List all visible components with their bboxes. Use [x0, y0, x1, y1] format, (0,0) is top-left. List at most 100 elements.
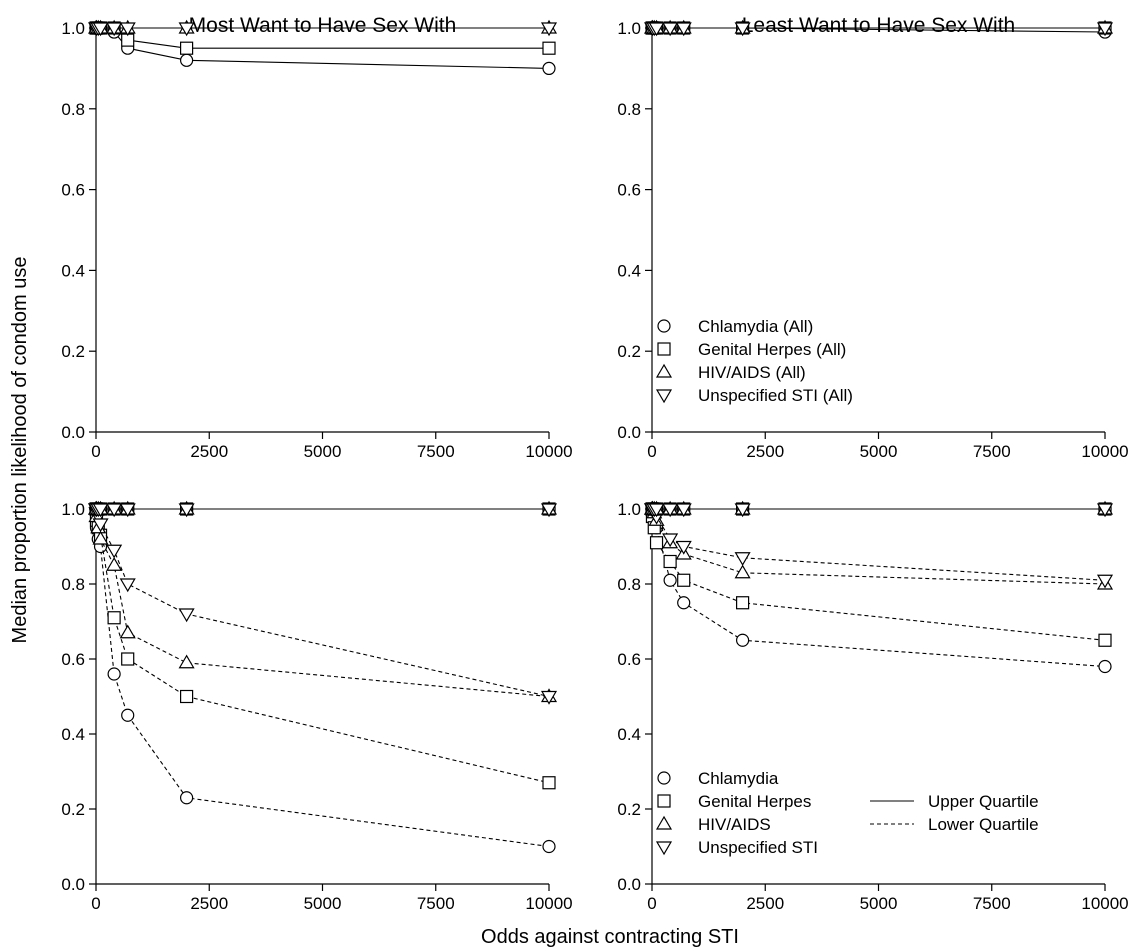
- y-tick-label: 0.4: [617, 261, 641, 280]
- data-point: [1096, 22, 1114, 37]
- data-point: [119, 503, 136, 518]
- data-point: [121, 652, 135, 666]
- data-point: [675, 22, 692, 37]
- data-point: [734, 564, 751, 579]
- panel-4: 0.0 0.2 0.4 0.6 0.8 1.0 0 2500 5000 7500 10000 Chla…: [617, 500, 1128, 913]
- y-tick-label: 0.0: [617, 875, 641, 894]
- panels: Most Want to Have Sex With0.00.20.40.60.…: [61, 14, 1128, 913]
- data-point: [106, 22, 123, 37]
- data-point: [92, 530, 109, 545]
- legend-marker: [655, 389, 673, 404]
- legend: Chlamydia Genital Herpes HIV/AIDS Unspecifi…: [655, 769, 1039, 857]
- series-triangle-down-solid: [88, 503, 558, 518]
- x-tick-label: 2500: [746, 894, 784, 913]
- y-tick-label: 0.4: [617, 725, 641, 744]
- legend-marker: [655, 363, 673, 378]
- data-point: [178, 654, 195, 669]
- data-point: [180, 53, 194, 67]
- series-line: [95, 508, 550, 698]
- legend-label: Chlamydia (All): [698, 317, 813, 336]
- data-point: [677, 596, 691, 610]
- data-point: [107, 611, 121, 625]
- x-tick-label: 0: [647, 894, 656, 913]
- data-point: [540, 503, 558, 518]
- series-line: [95, 508, 550, 848]
- data-point: [663, 573, 677, 587]
- data-point: [119, 578, 136, 593]
- series-triangle-down-dashed: [644, 503, 1114, 589]
- legend-label: HIV/AIDS: [698, 815, 771, 834]
- data-point: [662, 22, 679, 37]
- data-point: [542, 41, 556, 55]
- data-point: [180, 689, 194, 704]
- data-point: [540, 22, 558, 37]
- panel-title: Least Want to Have Sex With: [742, 14, 1016, 37]
- x-axis-title: Odds against contracting STI: [481, 926, 739, 948]
- y-tick-label: 1.0: [61, 19, 85, 38]
- panel-1: Most Want to Have Sex With 0.0 0.2 0.4 0.6 0.…: [61, 14, 572, 461]
- data-point: [735, 596, 750, 610]
- y-tick-label: 0.2: [617, 342, 641, 361]
- legend-marker: [657, 319, 671, 333]
- series-triangle-down-solid: [88, 22, 558, 37]
- data-point: [1098, 659, 1112, 674]
- y-tick-label: 0.4: [61, 261, 85, 280]
- data-point: [542, 61, 556, 76]
- data-point: [180, 41, 194, 55]
- data-point: [119, 22, 136, 37]
- y-tick-label: 0.8: [61, 575, 85, 594]
- x-tick-label: 0: [647, 442, 656, 461]
- y-tick-label: 1.0: [617, 500, 641, 519]
- data-point: [649, 536, 664, 550]
- series-triangle-down-dashed: [88, 503, 558, 705]
- y-tick-label: 0.0: [617, 423, 641, 442]
- panel-2: Least Want to Have Sex With 0.0 0.2 0.4 0.6 0…: [617, 14, 1128, 461]
- x-tick-label: 5000: [304, 894, 342, 913]
- x-tick-label: 7500: [417, 894, 455, 913]
- y-tick-label: 0.6: [617, 650, 641, 669]
- data-point: [92, 503, 109, 518]
- series-triangle-up-solid: [644, 500, 1114, 515]
- data-point: [542, 839, 556, 854]
- series-circle-dashed: [645, 502, 1112, 674]
- legend-marker: [657, 342, 671, 356]
- x-tick-label: 10000: [1081, 894, 1128, 913]
- legend-label: Genital Herpes: [698, 792, 811, 811]
- y-tick-label: 0.8: [617, 100, 641, 119]
- data-point: [1096, 503, 1114, 518]
- y-tick-label: 0.2: [617, 800, 641, 819]
- data-point: [675, 540, 692, 555]
- series-triangle-down-solid: [644, 503, 1114, 518]
- series-triangle-down-solid: [644, 22, 1114, 37]
- data-point: [121, 708, 135, 722]
- data-point: [1096, 574, 1114, 589]
- x-tick-label: 2500: [746, 442, 784, 461]
- data-point: [734, 503, 751, 518]
- series-triangle-up-dashed: [644, 500, 1114, 590]
- x-tick-label: 7500: [973, 894, 1011, 913]
- y-tick-label: 0.8: [61, 100, 85, 119]
- data-point: [106, 557, 123, 571]
- series-square-dashed: [89, 502, 556, 790]
- legend-marker: [657, 771, 671, 785]
- data-point: [648, 22, 665, 37]
- series-circle-dashed: [89, 502, 556, 854]
- y-axis-title: Median proportion likelihood of condom u…: [9, 257, 31, 644]
- data-point: [663, 554, 677, 569]
- y-tick-label: 0.0: [61, 423, 85, 442]
- y-tick-label: 0.4: [61, 725, 85, 744]
- x-tick-label: 7500: [417, 442, 455, 461]
- x-tick-label: 10000: [525, 894, 572, 913]
- x-tick-label: 10000: [1081, 442, 1128, 461]
- y-tick-label: 0.6: [61, 650, 85, 669]
- x-tick-label: 0: [91, 442, 100, 461]
- legend-label: Unspecified STI (All): [698, 386, 853, 405]
- x-tick-label: 5000: [860, 894, 898, 913]
- data-point: [648, 503, 665, 518]
- x-tick-label: 7500: [973, 442, 1011, 461]
- series-triangle-up-solid: [88, 500, 558, 515]
- x-tick-label: 5000: [304, 442, 342, 461]
- x-tick-label: 2500: [190, 894, 228, 913]
- data-point: [662, 533, 679, 548]
